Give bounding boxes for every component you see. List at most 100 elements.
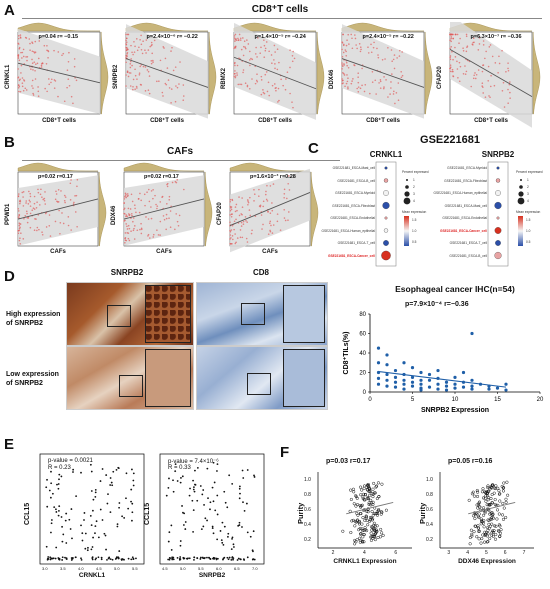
data-point xyxy=(489,96,491,99)
data-point xyxy=(249,50,251,53)
panel-label-c: C xyxy=(308,140,319,157)
data-point xyxy=(209,508,211,511)
data-point xyxy=(464,73,467,75)
data-point xyxy=(61,54,63,57)
data-point xyxy=(257,37,259,39)
data-point xyxy=(379,510,383,514)
x-axis-label: DDX46 Expression xyxy=(458,558,516,565)
data-point xyxy=(192,479,194,482)
data-point xyxy=(127,237,130,240)
data-point xyxy=(161,91,164,94)
y-axis-label: Purity xyxy=(418,502,427,524)
data-point xyxy=(234,33,237,36)
data-point xyxy=(253,558,256,561)
data-point xyxy=(125,497,127,500)
data-point xyxy=(72,102,74,105)
data-point xyxy=(167,486,170,489)
data-point xyxy=(239,558,242,561)
data-point xyxy=(237,37,239,40)
legend-size-dot xyxy=(519,185,523,189)
data-point xyxy=(17,57,20,59)
regression-line xyxy=(346,501,394,515)
y-tick-label: 0.8 xyxy=(304,491,311,498)
data-point xyxy=(476,490,480,494)
data-point xyxy=(99,480,102,482)
data-point xyxy=(504,388,508,392)
x-tick-label: 4 xyxy=(466,550,469,556)
data-point xyxy=(97,556,100,559)
data-point xyxy=(17,210,20,212)
data-point xyxy=(145,39,148,41)
data-point xyxy=(451,70,453,73)
data-point xyxy=(507,88,509,91)
data-point xyxy=(125,214,128,216)
data-point xyxy=(129,72,132,74)
data-point xyxy=(490,501,495,505)
data-point xyxy=(175,181,178,184)
data-point xyxy=(345,82,348,85)
data-point xyxy=(365,509,369,513)
data-point xyxy=(276,68,279,71)
data-point xyxy=(22,89,25,92)
data-point xyxy=(42,198,44,201)
data-point xyxy=(150,190,153,192)
data-point xyxy=(133,238,136,240)
expression-dot xyxy=(495,190,501,196)
data-point xyxy=(209,501,212,504)
data-point xyxy=(37,188,39,191)
panel-b-rule xyxy=(22,160,340,161)
data-point xyxy=(233,75,235,78)
data-point xyxy=(345,50,347,53)
data-point xyxy=(37,86,39,88)
x-tick-label: 6 xyxy=(394,550,398,556)
data-point xyxy=(260,79,263,81)
data-point xyxy=(183,188,185,191)
marginal-density xyxy=(310,171,319,247)
data-point xyxy=(18,224,21,227)
data-point xyxy=(131,511,134,514)
data-point xyxy=(141,52,144,55)
data-point xyxy=(246,199,249,201)
data-point xyxy=(351,37,353,40)
data-point xyxy=(123,517,126,519)
data-point xyxy=(449,58,452,61)
data-point xyxy=(235,218,237,221)
y-axis-label: DDX46 xyxy=(329,69,335,89)
data-point xyxy=(373,538,377,542)
data-point xyxy=(370,528,374,532)
data-point xyxy=(244,216,247,218)
data-point xyxy=(367,52,370,54)
data-point xyxy=(254,53,257,55)
data-point xyxy=(128,227,131,230)
data-point xyxy=(494,532,498,537)
data-point xyxy=(247,201,250,204)
data-point xyxy=(481,70,484,73)
data-point xyxy=(38,40,41,42)
data-point xyxy=(237,557,240,560)
data-point xyxy=(242,223,245,225)
data-point xyxy=(372,521,376,525)
data-point xyxy=(147,233,150,236)
legend-size-label: 4 xyxy=(527,199,529,203)
data-point xyxy=(467,498,471,502)
data-point xyxy=(47,556,50,558)
data-point xyxy=(248,87,251,90)
data-point xyxy=(355,44,357,46)
data-point xyxy=(153,39,156,42)
data-point xyxy=(32,69,34,71)
data-point xyxy=(140,227,143,230)
data-point xyxy=(182,84,185,86)
data-point xyxy=(235,203,238,206)
data-point xyxy=(29,200,31,203)
data-point xyxy=(507,62,509,64)
data-point xyxy=(351,47,354,50)
legend-size-dot xyxy=(518,191,524,197)
data-point xyxy=(132,229,135,232)
data-point xyxy=(374,512,378,516)
data-point xyxy=(223,556,226,559)
data-point xyxy=(25,89,28,91)
data-point xyxy=(50,519,53,521)
data-point xyxy=(124,213,126,215)
data-point xyxy=(261,228,263,230)
data-point xyxy=(94,532,96,535)
